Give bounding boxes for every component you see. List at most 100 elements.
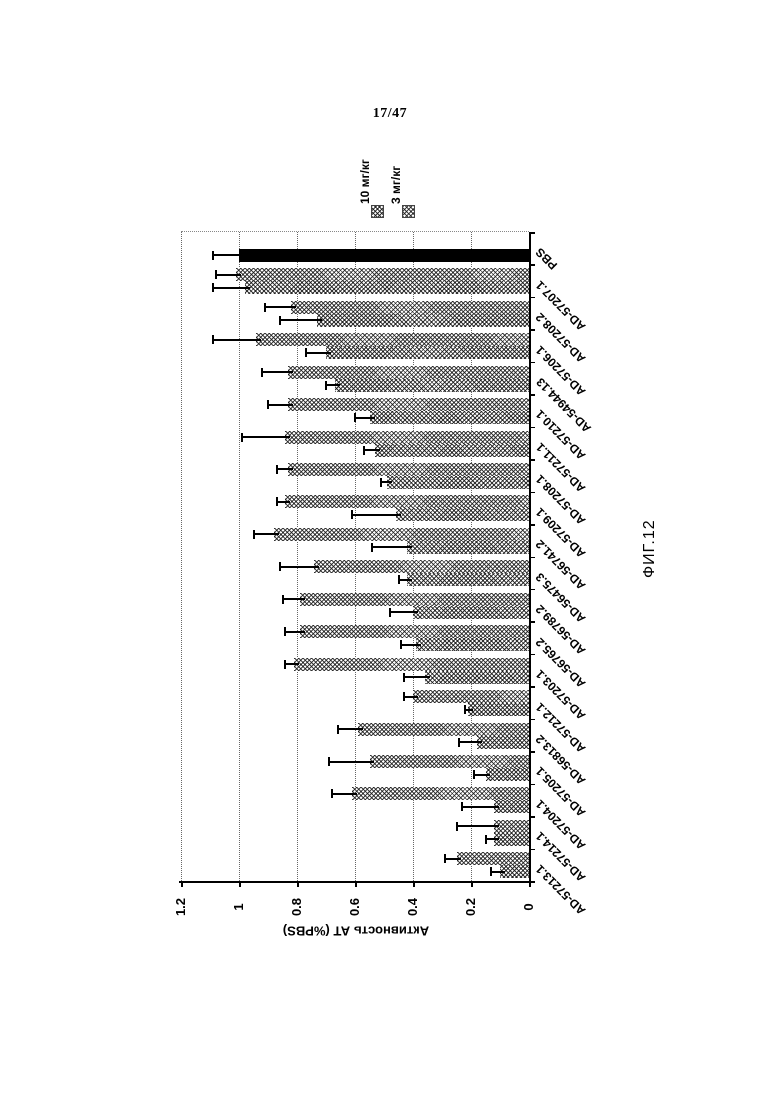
bar-10mg bbox=[476, 735, 529, 749]
error-bar bbox=[389, 611, 418, 614]
axis-tick bbox=[529, 556, 535, 558]
axis-tick bbox=[529, 232, 535, 234]
bar-10mg bbox=[415, 638, 529, 652]
error-bar-cap bbox=[252, 529, 255, 539]
error-bar-cap bbox=[327, 757, 330, 766]
gridline bbox=[355, 232, 356, 881]
error-bar bbox=[305, 351, 331, 354]
axis-tick bbox=[181, 881, 183, 887]
error-bar-cap bbox=[371, 542, 374, 552]
error-bar bbox=[279, 319, 323, 322]
error-bar bbox=[398, 578, 413, 581]
error-bar-cap bbox=[284, 659, 287, 669]
axis-tick bbox=[529, 881, 535, 883]
value-tick-label: 1.2 bbox=[173, 897, 188, 917]
error-bar bbox=[462, 805, 500, 808]
error-bar-cap bbox=[278, 315, 281, 325]
error-bar bbox=[253, 533, 279, 536]
axis-tick bbox=[529, 686, 535, 688]
axis-tick bbox=[413, 881, 415, 887]
error-bar-cap bbox=[211, 335, 214, 345]
legend-item-10mg: 10 мг/кг bbox=[358, 123, 387, 218]
bar-3mg bbox=[236, 268, 529, 282]
error-bar bbox=[268, 403, 294, 406]
error-bar-cap bbox=[403, 692, 406, 702]
error-bar bbox=[485, 838, 500, 841]
error-bar-cap bbox=[214, 270, 217, 280]
plot-border-top bbox=[181, 231, 529, 232]
error-bar-cap bbox=[443, 854, 446, 864]
bar-10mg bbox=[317, 313, 529, 327]
axis-tick bbox=[471, 881, 473, 887]
axis-tick bbox=[529, 394, 535, 396]
axis-tick bbox=[529, 491, 535, 494]
error-bar bbox=[265, 306, 297, 309]
bar-3mg bbox=[494, 819, 529, 833]
error-bar bbox=[279, 565, 320, 568]
error-bar bbox=[355, 416, 375, 419]
bar-10mg bbox=[407, 540, 529, 554]
bar-10mg bbox=[386, 475, 529, 489]
bar-3mg bbox=[288, 365, 529, 379]
axis-tick bbox=[297, 881, 299, 887]
error-bar-cap bbox=[284, 627, 287, 637]
error-bar-cap bbox=[362, 445, 365, 455]
error-bar-cap bbox=[336, 724, 339, 734]
error-bar bbox=[381, 481, 392, 484]
error-bar-cap bbox=[278, 562, 281, 572]
error-bar-cap bbox=[330, 789, 333, 799]
axis-tick bbox=[355, 881, 357, 887]
error-bar-cap bbox=[388, 607, 391, 617]
error-bar-cap bbox=[267, 400, 269, 410]
error-bar bbox=[282, 598, 305, 601]
bar-3mg bbox=[288, 398, 529, 412]
axis-tick bbox=[529, 718, 535, 721]
axis-tick bbox=[529, 459, 535, 461]
error-bar-cap bbox=[351, 510, 354, 520]
error-bar-cap bbox=[354, 413, 356, 423]
gridline bbox=[239, 232, 240, 881]
error-bar bbox=[456, 825, 500, 828]
axis-tick bbox=[529, 653, 535, 656]
bar-3mg bbox=[314, 560, 529, 574]
axis-tick bbox=[529, 751, 535, 753]
bar-10mg bbox=[485, 768, 529, 781]
bar-10mg bbox=[500, 865, 529, 879]
error-bar bbox=[459, 741, 482, 744]
error-bar bbox=[276, 468, 294, 471]
value-tick-label: 1 bbox=[231, 903, 246, 911]
axis-tick bbox=[529, 426, 535, 429]
error-bar bbox=[404, 695, 418, 698]
error-bar-cap bbox=[261, 367, 264, 377]
error-bar bbox=[352, 513, 401, 516]
category-axis-line bbox=[529, 232, 531, 883]
bar-3mg bbox=[285, 430, 529, 444]
bar-10mg bbox=[424, 670, 529, 684]
error-bar bbox=[276, 500, 291, 503]
axis-tick bbox=[529, 524, 535, 526]
axis-tick bbox=[529, 588, 535, 591]
bar-3mg bbox=[294, 657, 529, 671]
error-bar-cap bbox=[264, 302, 267, 312]
legend-swatch-10mg-icon bbox=[371, 205, 384, 218]
error-bar-cap bbox=[304, 348, 307, 358]
legend-item-3mg: 3 мг/кг bbox=[389, 123, 418, 218]
error-bar bbox=[491, 870, 505, 873]
axis-tick bbox=[529, 848, 535, 851]
axis-tick bbox=[529, 264, 535, 266]
gridline bbox=[413, 232, 414, 881]
axis-tick bbox=[529, 621, 535, 623]
error-bar-cap bbox=[484, 834, 487, 844]
axis-tick bbox=[529, 816, 535, 818]
bar-10mg bbox=[395, 508, 529, 522]
bar-10mg bbox=[326, 346, 529, 360]
bar-10mg bbox=[407, 573, 529, 587]
axis-tick bbox=[529, 361, 535, 364]
error-bar bbox=[444, 857, 462, 860]
bar-3mg bbox=[357, 722, 529, 736]
error-bar bbox=[473, 773, 491, 776]
error-bar-cap bbox=[403, 672, 406, 682]
error-bar-cap bbox=[275, 497, 278, 507]
error-bar bbox=[363, 449, 381, 451]
bar-10mg bbox=[369, 411, 529, 425]
